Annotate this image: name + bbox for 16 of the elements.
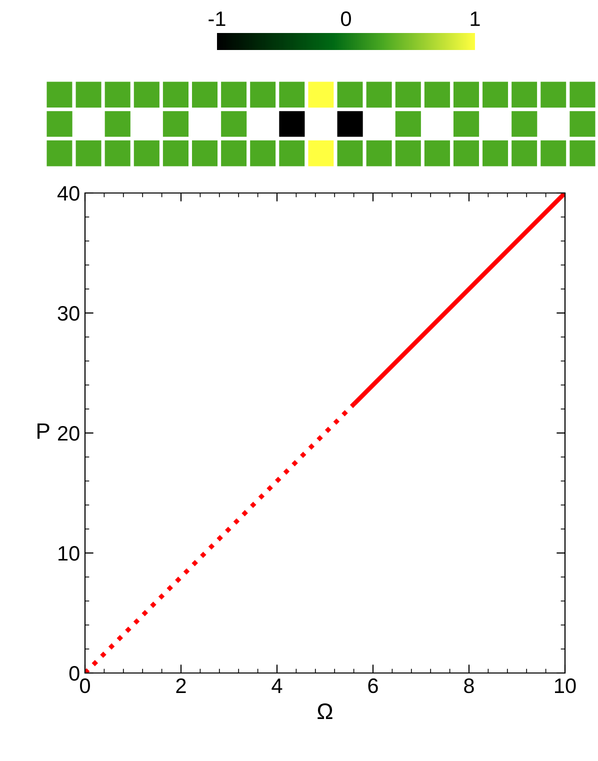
y-tick-label: 30 (58, 306, 80, 321)
y-tick-label: 40 (57, 186, 80, 201)
y-axis-title: P (37, 423, 50, 439)
color-bar-label: 0 (341, 11, 351, 26)
x-axis-title: Ω (318, 703, 332, 719)
x-tick-label: 8 (464, 678, 474, 694)
y-tick-label: 10 (58, 546, 80, 561)
x-tick-label: 0 (80, 678, 90, 694)
x-tick-label: 4 (272, 678, 282, 693)
y-tick-label: 20 (58, 426, 80, 441)
x-tick-label: 6 (368, 678, 378, 694)
y-tick-label: 0 (69, 666, 80, 681)
x-tick-label: 10 (555, 678, 576, 694)
color-bar-label: -1 (208, 12, 226, 26)
color-bar-label: 1 (470, 12, 480, 26)
x-tick-label: 2 (176, 678, 186, 693)
